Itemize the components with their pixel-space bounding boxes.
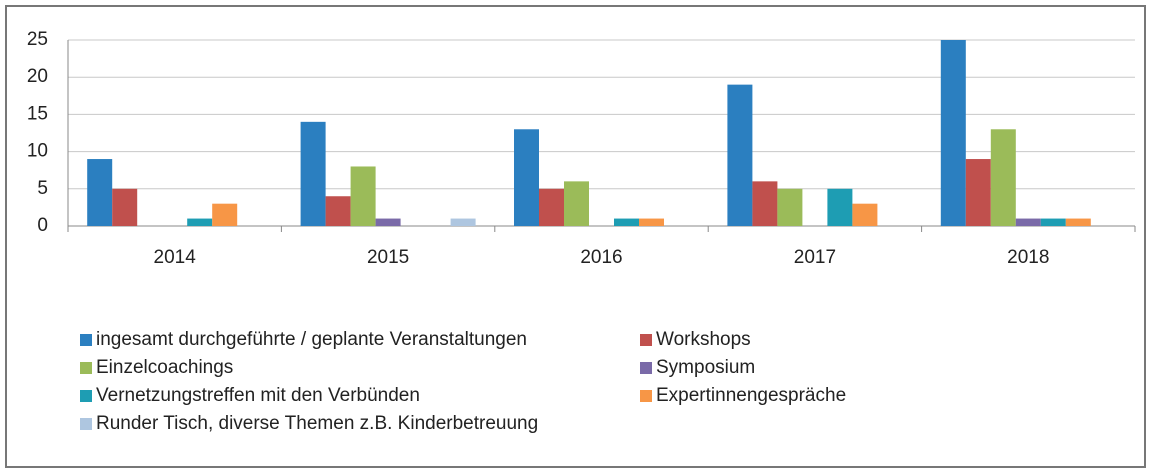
bar (375, 218, 401, 226)
legend-swatch (80, 362, 92, 374)
legend-label: Expertinnengespräche (656, 385, 846, 406)
bar (350, 166, 376, 226)
y-tick-label: 0 (37, 215, 48, 236)
bar (614, 218, 639, 226)
bar (639, 218, 664, 226)
bar (965, 159, 991, 226)
legend-label: Vernetzungstreffen mit den Verbünden (96, 385, 420, 406)
bar (940, 40, 966, 226)
x-tick-label: 2014 (154, 247, 197, 268)
y-tick-label: 10 (27, 141, 48, 162)
legend-label: Workshops (656, 329, 751, 350)
bar (187, 218, 213, 226)
bar (852, 203, 878, 226)
bar (514, 129, 539, 226)
legend-swatch (640, 334, 652, 346)
y-tick-label: 15 (27, 103, 48, 124)
legend-swatch (640, 362, 652, 374)
bar (1040, 218, 1066, 226)
bar (564, 181, 589, 226)
legend-swatch (80, 418, 92, 430)
chart-frame (5, 5, 1146, 468)
bar (112, 188, 138, 226)
x-tick-label: 2016 (580, 247, 622, 268)
legend-swatch (80, 390, 92, 402)
bar (1065, 218, 1091, 226)
bar (777, 188, 803, 226)
x-tick-label: 2018 (1007, 247, 1049, 268)
legend-label: Einzelcoachings (96, 357, 233, 378)
bar (727, 84, 753, 226)
legend-label: ingesamt durchgeführte / geplante Verans… (96, 329, 527, 350)
bar (827, 188, 853, 226)
bar (87, 159, 113, 226)
bar (752, 181, 778, 226)
bar (990, 129, 1016, 226)
legend-label: Runder Tisch, diverse Themen z.B. Kinder… (96, 413, 538, 434)
legend-label: Symposium (656, 357, 755, 378)
x-tick-label: 2017 (794, 247, 836, 268)
y-tick-label: 25 (27, 29, 48, 50)
x-tick-label: 2015 (367, 247, 409, 268)
bar (300, 121, 326, 226)
y-tick-label: 20 (27, 66, 48, 87)
bar (1015, 218, 1041, 226)
legend-swatch (80, 334, 92, 346)
legend-swatch (640, 390, 652, 402)
bar (539, 188, 564, 226)
bar (212, 203, 238, 226)
bar (325, 196, 351, 226)
y-tick-label: 5 (37, 178, 48, 199)
bar (450, 218, 476, 226)
